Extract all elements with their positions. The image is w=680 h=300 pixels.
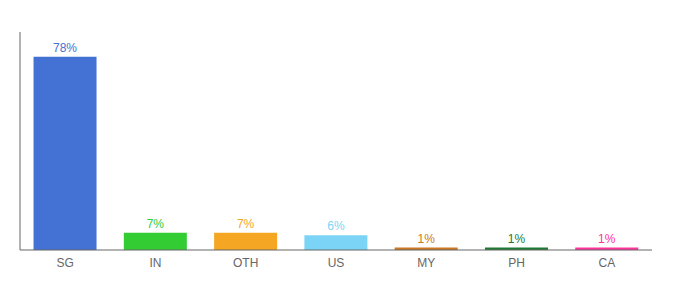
svg-text:78%: 78% [53,41,77,55]
svg-text:1%: 1% [418,232,436,246]
svg-text:OTH: OTH [233,256,258,270]
svg-text:7%: 7% [147,217,165,231]
svg-text:US: US [328,256,345,270]
svg-text:7%: 7% [237,217,255,231]
svg-text:PH: PH [508,256,525,270]
svg-text:1%: 1% [598,232,616,246]
svg-text:6%: 6% [327,219,345,233]
svg-text:CA: CA [599,256,616,270]
svg-text:SG: SG [56,256,73,270]
svg-text:MY: MY [417,256,435,270]
svg-text:IN: IN [149,256,161,270]
svg-text:1%: 1% [508,232,526,246]
